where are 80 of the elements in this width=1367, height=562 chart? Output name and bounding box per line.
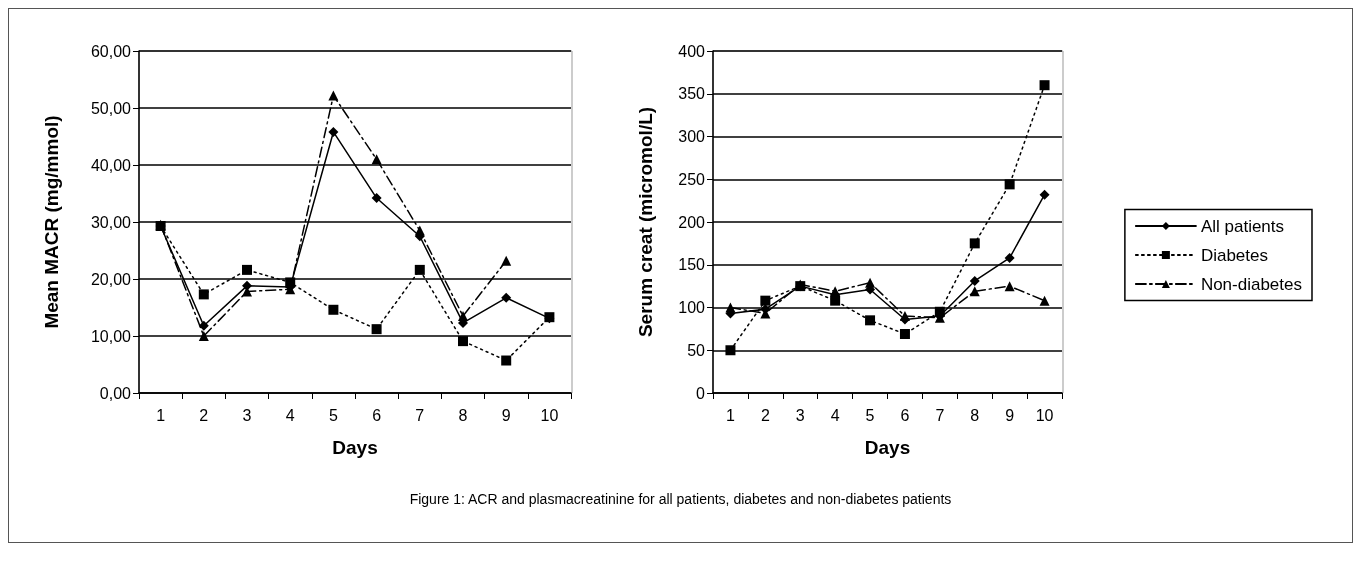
point bbox=[1004, 281, 1015, 292]
point bbox=[969, 275, 980, 286]
point bbox=[725, 345, 736, 356]
x-tick-label: 9 bbox=[501, 406, 511, 424]
legend-label: Diabetes bbox=[1200, 245, 1268, 265]
point bbox=[934, 306, 945, 317]
y-tick-label: 0,00 bbox=[99, 384, 132, 402]
point bbox=[1004, 179, 1015, 190]
x-tick-label: 8 bbox=[970, 406, 980, 424]
x-tick-label: 1 bbox=[726, 406, 735, 424]
x-tick-label: 8 bbox=[458, 406, 468, 424]
y-tick-label: 40,00 bbox=[90, 156, 132, 174]
y-tick-label: 100 bbox=[678, 299, 706, 316]
y-tick-label: 400 bbox=[678, 42, 706, 60]
point bbox=[371, 154, 382, 165]
x-tick-label: 5 bbox=[328, 406, 338, 424]
x-tick-label: 5 bbox=[865, 406, 875, 424]
point bbox=[501, 292, 512, 303]
x-tick-label: 3 bbox=[795, 406, 805, 424]
point bbox=[414, 264, 425, 275]
x-tick-label: 2 bbox=[199, 406, 209, 424]
x-tick-label: 4 bbox=[285, 406, 295, 424]
point bbox=[285, 277, 296, 288]
point bbox=[969, 238, 980, 249]
x-tick-label: 9 bbox=[1005, 406, 1015, 424]
point bbox=[414, 225, 425, 236]
x-tick-label: 7 bbox=[935, 406, 945, 424]
x-tick-label: 7 bbox=[415, 406, 425, 424]
x-tick-label: 1 bbox=[156, 406, 166, 424]
x-tick-label: 4 bbox=[830, 406, 840, 424]
y-tick-label: 10,00 bbox=[90, 327, 132, 345]
point bbox=[865, 315, 876, 326]
point bbox=[328, 304, 339, 315]
point bbox=[371, 324, 382, 335]
caption: Figure 1: ACR and plasmacreatinine for all patients, diabetes and non-diabetes patients bbox=[408, 491, 953, 507]
point bbox=[458, 336, 468, 347]
x-tick-label: 2 bbox=[760, 406, 770, 424]
point bbox=[501, 255, 512, 266]
point bbox=[830, 295, 841, 306]
point bbox=[969, 286, 980, 297]
y-tick-label: 30,00 bbox=[90, 213, 132, 231]
point bbox=[865, 277, 876, 288]
point bbox=[328, 90, 339, 101]
y-axis-title: Serum creat (micromol/L) bbox=[635, 106, 656, 338]
y-tick-label: 200 bbox=[678, 213, 706, 231]
point bbox=[242, 280, 252, 291]
x-tick-label: 6 bbox=[900, 406, 910, 424]
y-axis-title: Mean MACR (mg/mmol) bbox=[41, 115, 62, 329]
y-tick-label: 50,00 bbox=[90, 99, 132, 117]
y-tick-label: 20,00 bbox=[90, 270, 132, 288]
point bbox=[458, 311, 468, 322]
point bbox=[899, 329, 910, 340]
y-tick-label: 50 bbox=[687, 341, 706, 359]
point bbox=[1039, 295, 1050, 306]
legend-label: Non-diabetes bbox=[1200, 274, 1302, 294]
legend-label: All patients bbox=[1200, 216, 1285, 236]
x-axis-title: Days bbox=[864, 437, 911, 458]
y-tick-label: 60,00 bbox=[90, 42, 132, 60]
x-tick-label: 10 bbox=[1035, 406, 1054, 424]
point bbox=[725, 302, 736, 313]
point bbox=[198, 331, 209, 341]
x-axis-title: Days bbox=[332, 437, 378, 458]
point bbox=[760, 295, 771, 306]
y-tick-label: 250 bbox=[678, 170, 706, 188]
point bbox=[242, 264, 252, 275]
point bbox=[198, 320, 209, 331]
y-tick-label: 300 bbox=[678, 128, 706, 145]
y-tick-label: 150 bbox=[678, 256, 706, 274]
point bbox=[501, 355, 512, 366]
point bbox=[1004, 252, 1015, 263]
point bbox=[1039, 80, 1050, 91]
y-tick-label: 350 bbox=[678, 85, 706, 103]
point bbox=[1039, 189, 1050, 200]
x-tick-label: 6 bbox=[372, 406, 382, 424]
point bbox=[198, 289, 209, 300]
x-tick-label: 10 bbox=[540, 406, 559, 424]
y-tick-label: 0 bbox=[696, 384, 706, 402]
point bbox=[371, 193, 382, 204]
x-tick-label: 3 bbox=[242, 406, 252, 424]
point bbox=[328, 126, 339, 137]
